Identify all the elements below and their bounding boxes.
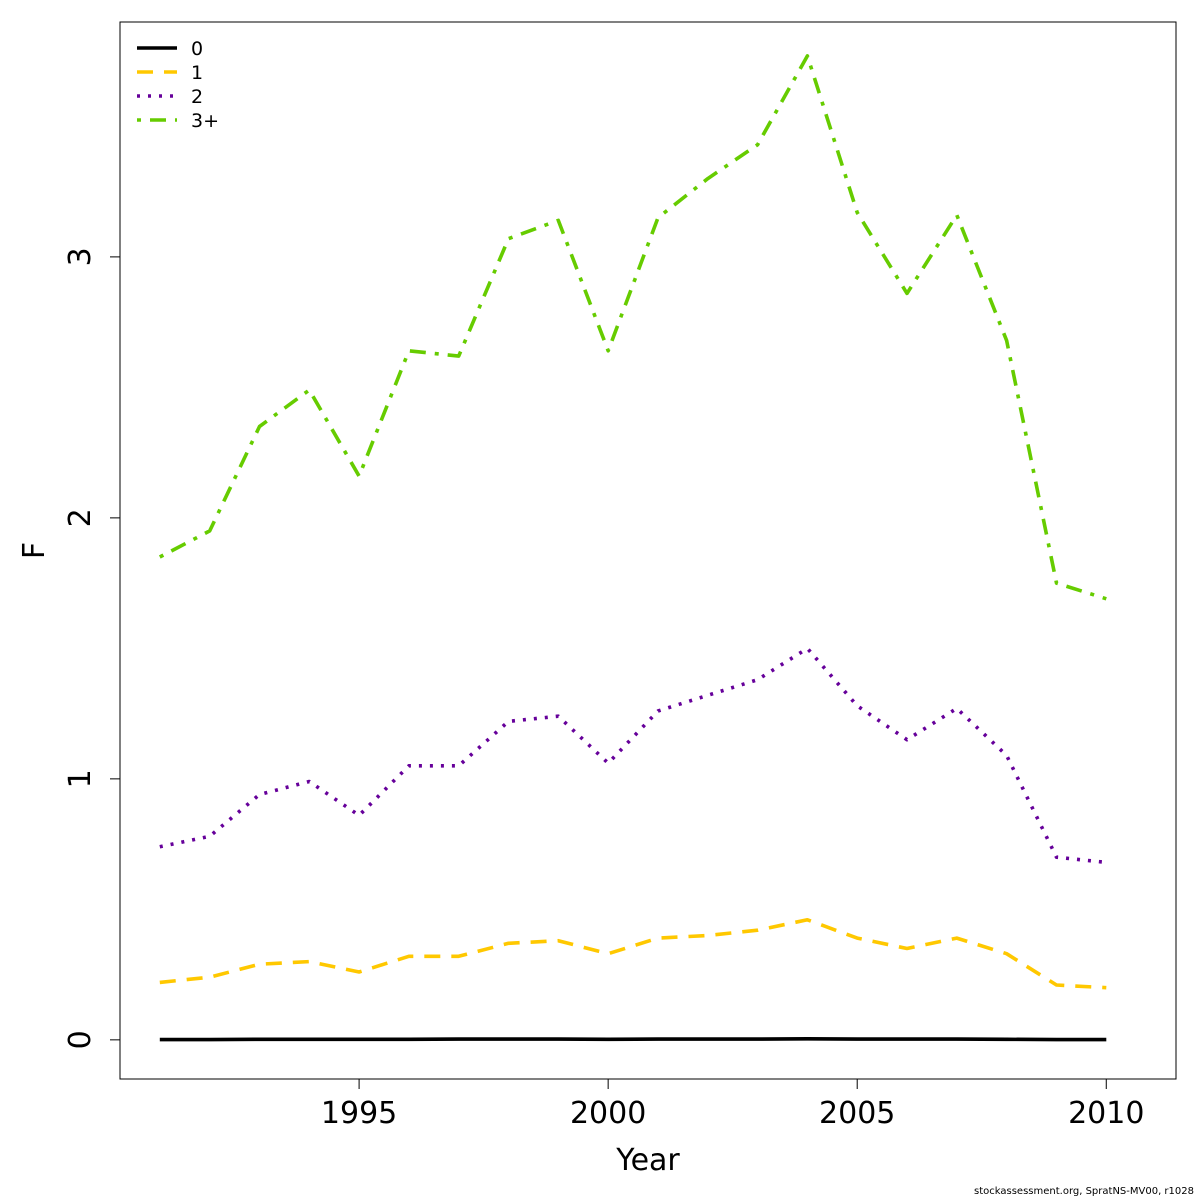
x-tick-label: 1995	[321, 1096, 397, 1131]
series-line-1	[159, 917, 1107, 990]
x-tick-label: 2010	[1068, 1096, 1144, 1131]
y-axis-title: F	[17, 542, 52, 559]
y-tick-label: 3	[63, 247, 98, 266]
y-tick-label: 0	[63, 1030, 98, 1049]
series-line-2	[159, 646, 1107, 865]
series-lines	[158, 54, 1107, 1042]
legend-label-2: 2	[191, 86, 203, 108]
legend-label-3: 3+	[191, 110, 219, 132]
series-line-3	[158, 54, 1107, 601]
legend-label-0: 0	[191, 38, 203, 60]
series-line-0	[159, 1037, 1107, 1042]
y-tick-label: 2	[63, 508, 98, 527]
plot-frame	[119, 21, 1177, 1080]
x-axis-title: Year	[615, 1143, 680, 1178]
x-tick-label: 2005	[819, 1096, 895, 1131]
credit-text: stockassessment.org, SpratNS-MV00, r1028	[974, 1186, 1194, 1197]
y-tick-label: 1	[63, 769, 98, 788]
axes: 1995 2000 2005 2010 0 1 2 3	[63, 247, 1144, 1131]
x-tick-label: 2000	[570, 1096, 646, 1131]
legend-label-1: 1	[191, 62, 203, 84]
